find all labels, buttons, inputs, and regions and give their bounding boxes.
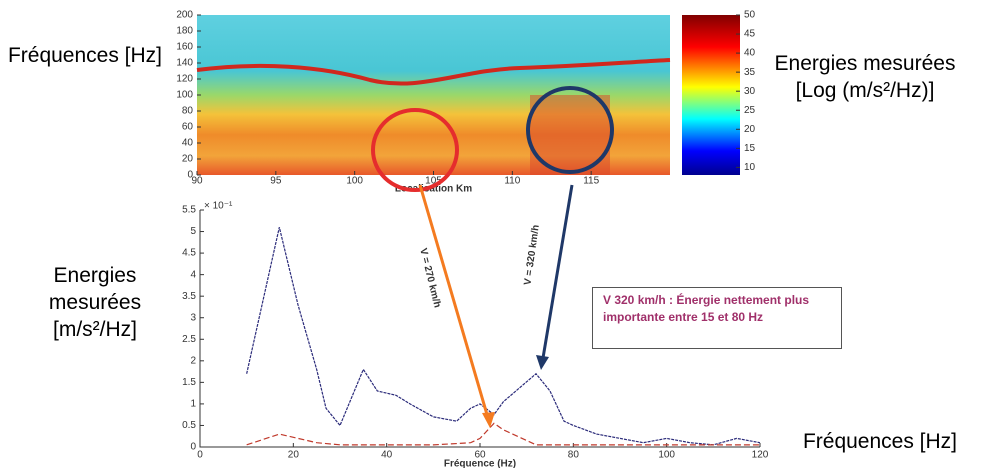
y-tick-label: 40 <box>182 138 194 149</box>
y-tick-label: 3.5 <box>182 291 196 302</box>
x-axis-label: Fréquences [Hz] <box>802 430 958 453</box>
y-tick-label: 60 <box>182 122 194 133</box>
y-tick-label: 2.5 <box>182 334 196 345</box>
colorbar-tick-label: 20 <box>744 124 756 135</box>
y-tick-label: 4 <box>190 269 196 280</box>
colorbar-tick-label: 45 <box>744 29 756 40</box>
x-tick-label: 0 <box>197 450 203 461</box>
y-tick-label: 3 <box>190 312 196 323</box>
x-tick-label: 105 <box>425 176 442 187</box>
x-tick-label: 110 <box>504 176 520 187</box>
arrow-270 <box>418 184 490 419</box>
colorbar-tick-label: 50 <box>744 10 756 21</box>
series-line <box>246 422 760 446</box>
y-axis-label: Energies mesurées [m/s²/Hz] <box>48 264 142 341</box>
y-tick-label: 160 <box>176 42 193 53</box>
arrow-head <box>482 412 495 428</box>
y-tick-label: 1.5 <box>182 377 196 388</box>
y-tick-label: 4.5 <box>182 248 196 259</box>
x-tick-label: 60 <box>474 450 486 461</box>
y-tick-label: 0.5 <box>182 420 196 431</box>
x-tick-label: 20 <box>288 450 300 461</box>
x-tick-label: 95 <box>270 176 282 187</box>
x-tick-label: 40 <box>381 450 393 461</box>
y-tick-label: 1 <box>190 399 196 410</box>
y-tick-label: 200 <box>176 10 193 21</box>
colorbar-tick-label: 35 <box>744 67 756 78</box>
y-tick-label: 20 <box>182 154 194 165</box>
x-tick-label: 90 <box>191 176 203 187</box>
y-tick-label: 180 <box>176 26 193 37</box>
colorbar-tick-label: 15 <box>744 143 756 154</box>
y-tick-label: 0 <box>190 442 196 453</box>
x-axis-label: Localisation Km <box>395 184 472 195</box>
spectrogram-ridge <box>196 58 671 86</box>
y-axis-label: Fréquences [Hz] <box>7 44 163 67</box>
y-tick-label: 2 <box>190 355 196 366</box>
y-tick-label: 5 <box>190 226 196 237</box>
multiplier: × 10⁻¹ <box>204 201 233 212</box>
y-tick-label: 140 <box>176 58 193 69</box>
x-tick-label: 80 <box>568 450 580 461</box>
y-tick-label: 0 <box>187 170 193 181</box>
colorbar-tick-label: 30 <box>744 86 756 97</box>
colorbar <box>682 15 740 175</box>
x-tick-label: 100 <box>658 450 675 461</box>
colorbar-label: Energies mesurées [Log (m/s²/Hz)] <box>774 52 956 102</box>
x-axis-label: Fréquence (Hz) <box>444 459 516 468</box>
x-tick-label: 120 <box>752 450 769 461</box>
x-tick-label: 115 <box>583 176 599 187</box>
arrow-320 <box>541 184 574 359</box>
circle-320 <box>526 86 614 174</box>
circle-270 <box>371 108 459 192</box>
x-tick-label: 100 <box>346 176 363 187</box>
colorbar-tick-label: 25 <box>744 105 756 116</box>
arrow-head <box>536 355 549 370</box>
y-tick-label: 5.5 <box>182 205 196 216</box>
annotation: V = 320 km/h <box>522 224 541 286</box>
colorbar-tick-label: 40 <box>744 48 756 59</box>
annotation-box: V 320 km/h : Énergie nettement plus impo… <box>592 287 842 349</box>
annotation: V = 270 km/h <box>417 247 442 309</box>
y-tick-label: 120 <box>176 74 193 85</box>
colorbar-tick-label: 10 <box>744 162 756 173</box>
y-tick-label: 80 <box>182 106 194 117</box>
y-tick-label: 100 <box>176 90 193 101</box>
